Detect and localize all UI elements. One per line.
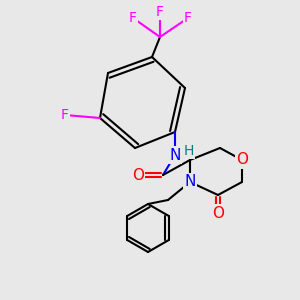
Text: F: F bbox=[129, 11, 137, 25]
Text: O: O bbox=[236, 152, 248, 167]
Text: N: N bbox=[184, 175, 196, 190]
Text: F: F bbox=[61, 108, 69, 122]
Text: H: H bbox=[184, 144, 194, 158]
Text: F: F bbox=[184, 11, 192, 25]
Text: O: O bbox=[212, 206, 224, 220]
Text: F: F bbox=[156, 5, 164, 19]
Text: N: N bbox=[169, 148, 181, 163]
Text: O: O bbox=[132, 167, 144, 182]
